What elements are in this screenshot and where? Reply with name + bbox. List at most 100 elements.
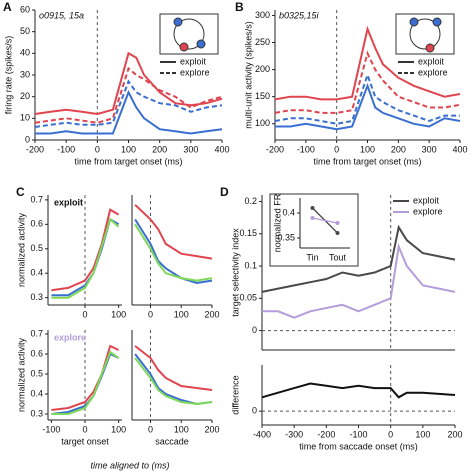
x-tick-label: 200: [204, 309, 219, 319]
y-tick-label: 50: [20, 26, 30, 36]
x-tick-label: Tout: [329, 252, 347, 262]
x-label: saccade: [155, 436, 189, 446]
panel-label: C: [16, 185, 25, 199]
x-label: time from saccade onset (ms): [299, 441, 418, 451]
panel-label: A: [3, 0, 12, 14]
x-tick-label: -100: [57, 144, 75, 154]
x-tick-label: -200: [266, 144, 284, 154]
line: [274, 25, 461, 101]
annotation: o0915, 15a: [39, 10, 84, 20]
y-tick-label: 0.2: [244, 196, 257, 206]
line: [275, 82, 461, 131]
y-tick-label: 0.3: [30, 408, 43, 418]
x-tick-label: 0: [334, 144, 339, 154]
y-tick-label: 0.5: [30, 243, 43, 253]
y-tick-label: 200: [255, 64, 270, 74]
y-tick-label: 0.7: [30, 194, 43, 204]
legend-label: explore: [180, 67, 210, 77]
y-label: target selectivity index: [230, 228, 240, 317]
legend-label: exploit: [180, 56, 207, 66]
x-tick-label: 0: [95, 144, 100, 154]
x-tick-label: -400: [253, 429, 271, 439]
x-tick-label: 100: [174, 424, 189, 434]
line: [134, 223, 213, 282]
x-tick-label: 200: [152, 144, 167, 154]
y-label: normalized FR: [272, 193, 282, 252]
x-tick-label: 100: [121, 144, 136, 154]
line: [134, 357, 213, 406]
line: [51, 208, 120, 292]
line: [262, 243, 456, 319]
x-tick-label: 0: [148, 424, 153, 434]
y-tick-label: 250: [255, 37, 270, 47]
y-tick-label: 0.6: [30, 348, 43, 358]
y-tick-label: 0.35: [277, 232, 295, 242]
line: [34, 79, 223, 128]
line: [312, 217, 338, 224]
y-tick-label: 0.4: [30, 268, 43, 278]
line: [134, 345, 213, 391]
y-tick-label: 40: [20, 48, 30, 58]
subplot-label: explore: [54, 332, 86, 342]
y-label: firing rate (spikes/s): [3, 36, 13, 115]
y-tick-label: 300: [255, 10, 270, 20]
x-tick-label: 200: [447, 429, 462, 439]
line: [34, 66, 223, 124]
legend-label: explore: [418, 67, 448, 77]
y-tick-label: 0.3: [30, 292, 43, 302]
line: [51, 217, 120, 299]
legend-label: explore: [413, 206, 443, 216]
x-tick-label: 200: [391, 144, 406, 154]
x-tick-label: 100: [174, 309, 189, 319]
line: [51, 344, 120, 411]
legend-label: exploit: [418, 56, 445, 66]
y-tick-label: 0: [25, 134, 30, 144]
x-tick-label: 100: [111, 309, 126, 319]
y-tick-label: 150: [255, 91, 270, 101]
x-tick-label: -200: [26, 144, 44, 154]
line: [274, 71, 460, 125]
x-tick-label: -100: [349, 429, 367, 439]
x-tick-label: Tin: [306, 252, 318, 262]
legend-label: exploit: [413, 195, 440, 205]
x-label: time from target onset (ms): [313, 156, 421, 166]
inset-background: [269, 193, 359, 267]
x-tick-label: 100: [111, 424, 126, 434]
point: [310, 216, 315, 220]
y-tick-label: 0: [252, 406, 257, 416]
x-tick-label: -300: [285, 429, 303, 439]
line: [35, 89, 223, 135]
x-label: target onset: [61, 436, 109, 446]
point: [335, 221, 340, 225]
y-tick-label: 0.05: [239, 293, 257, 303]
x-tick-label: 0: [388, 429, 393, 439]
y-tick-label: 0.4: [282, 207, 295, 217]
x-tick-label: 400: [214, 144, 229, 154]
line: [134, 204, 213, 260]
y-tick-label: 20: [20, 91, 30, 101]
icon: [159, 13, 455, 55]
y-tick-label: 0.1: [244, 260, 257, 270]
y-label: normalized activity: [16, 337, 26, 412]
x-tick-label: 0: [82, 424, 87, 434]
y-tick-label: 0.4: [30, 388, 43, 398]
shared-x-label: time aligned to (ms): [90, 460, 169, 470]
x-tick-label: 400: [452, 144, 467, 154]
line: [51, 350, 120, 415]
line: [261, 224, 456, 293]
y-tick-label: 0.7: [30, 328, 43, 338]
line: [274, 50, 461, 114]
point: [310, 206, 315, 210]
x-label: time from target onset (ms): [74, 156, 182, 166]
panel-label: B: [235, 0, 244, 14]
line: [134, 218, 213, 285]
x-tick-label: -100: [297, 144, 315, 154]
y-tick-label: 0.5: [30, 368, 43, 378]
x-tick-label: 300: [183, 144, 198, 154]
y-tick-label: 100: [255, 118, 270, 128]
y-tick-label: 30: [20, 69, 30, 79]
subplot-label: exploit: [54, 197, 83, 207]
y-tick-label: 0.6: [30, 219, 43, 229]
x-tick-label: 0: [148, 309, 153, 319]
